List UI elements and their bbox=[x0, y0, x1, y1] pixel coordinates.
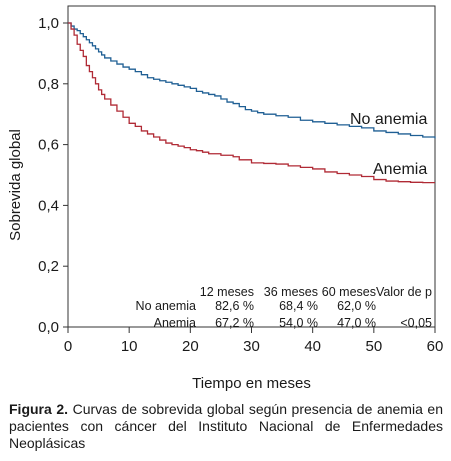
table-cell: 67,2 % bbox=[215, 316, 254, 330]
table-header: 36 meses bbox=[264, 285, 318, 299]
x-tick-label: 60 bbox=[427, 338, 444, 355]
table-header: 12 meses bbox=[200, 285, 254, 299]
table-cell: <0,05 bbox=[400, 316, 432, 330]
y-tick-label: 0,4 bbox=[38, 197, 59, 214]
y-tick-label: 1,0 bbox=[38, 15, 59, 32]
axes: 0 10 20 30 40 50 60 0,0 0,2 0,4 0,6 0,8 1,0 bbox=[38, 5, 444, 355]
caption-text: Curvas de sobrevida global según presenc… bbox=[9, 401, 443, 451]
x-tick-label: 10 bbox=[121, 338, 138, 355]
x-tick-label: 40 bbox=[304, 338, 321, 355]
survival-chart: 0 10 20 30 40 50 60 0,0 0,2 0,4 0,6 0,8 1,0 Tiempo e… bbox=[7, 5, 444, 392]
table-row-label: Anemia bbox=[154, 316, 196, 330]
y-tick-label: 0,8 bbox=[38, 76, 59, 93]
caption-label: Figura 2. bbox=[9, 401, 69, 417]
x-tick-label: 20 bbox=[182, 338, 199, 355]
y-tick-label: 0,2 bbox=[38, 258, 59, 275]
x-tick-label: 50 bbox=[365, 338, 382, 355]
table-cell: 54,0 % bbox=[279, 316, 318, 330]
table-header: 60 meses bbox=[322, 285, 376, 299]
y-tick-label: 0,0 bbox=[38, 319, 59, 336]
series-label-0: No anemia bbox=[350, 111, 427, 128]
x-tick-label: 0 bbox=[64, 338, 72, 355]
table-row-label: No anemia bbox=[136, 299, 196, 313]
x-axis-label: Tiempo en meses bbox=[192, 375, 311, 392]
survival-table: 12 meses 36 meses 60 meses Valor de p No ane… bbox=[136, 285, 432, 330]
table-cell: 62,0 % bbox=[337, 299, 376, 313]
x-tick-label: 30 bbox=[243, 338, 260, 355]
plot-area bbox=[68, 22, 436, 184]
table-cell: 68,4 % bbox=[279, 299, 318, 313]
table-cell: 47,0 % bbox=[337, 316, 376, 330]
series-line-0 bbox=[68, 22, 436, 139]
figure-caption: Figura 2. Curvas de sobrevida global seg… bbox=[9, 401, 443, 452]
table-cell: 82,6 % bbox=[215, 299, 254, 313]
series-line-1 bbox=[68, 22, 435, 184]
table-header: Valor de p bbox=[376, 285, 432, 299]
series-label-1: Anemia bbox=[373, 161, 427, 178]
y-axis-label: Sobrevida global bbox=[7, 129, 24, 241]
chart-labels: Tiempo en meses Sobrevida global No anemia… bbox=[7, 111, 427, 392]
y-tick-label: 0,6 bbox=[38, 137, 59, 154]
